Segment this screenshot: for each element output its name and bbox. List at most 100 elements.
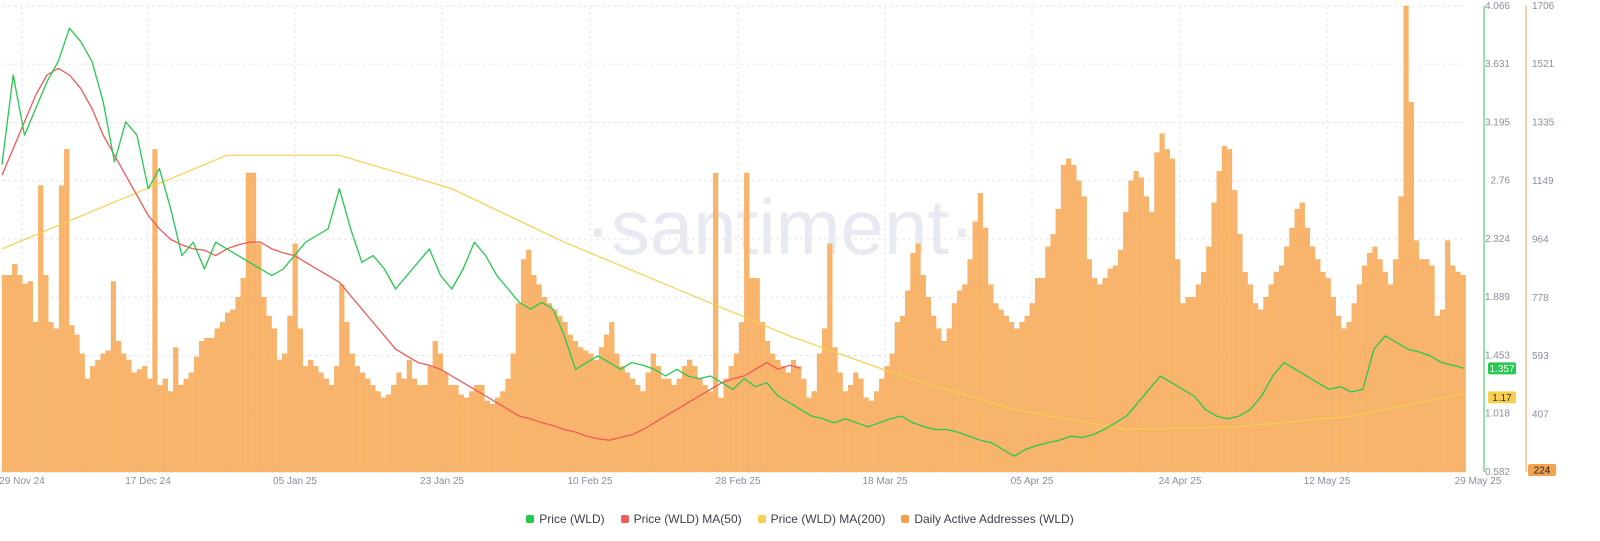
daa-bar (479, 385, 485, 473)
ma50-line (1, 67, 801, 441)
daa-bar (1164, 149, 1170, 473)
daa-bar (848, 385, 854, 473)
daa-bar (557, 315, 563, 473)
daa-bar (219, 322, 225, 473)
daa-bar (443, 372, 449, 473)
daa-bar (495, 397, 501, 473)
daa-bar (489, 403, 495, 473)
daa-bar (391, 385, 397, 473)
daa-bar (915, 243, 921, 473)
daa-bar (951, 303, 957, 473)
daa-bar (432, 341, 438, 473)
daa-bar (230, 309, 236, 473)
daa-bar (1429, 265, 1435, 473)
daa-bar (707, 391, 713, 473)
daa-bar (282, 353, 288, 473)
daa-bar (12, 264, 18, 473)
daa-bar (744, 172, 750, 473)
price-tick-label: 1.018 (1485, 409, 1510, 420)
daa-bar (775, 359, 781, 473)
daa-bar (204, 337, 210, 473)
daa-bar (474, 385, 480, 473)
price-current-bg (1488, 362, 1516, 375)
daa-bar (199, 341, 205, 473)
daa-bar (1258, 309, 1264, 473)
daa-tick-label: 1149 (1532, 176, 1554, 187)
ma200-current: 1.17 (1488, 391, 1516, 404)
daa-bar (977, 193, 983, 473)
daa-bar (588, 353, 594, 473)
daa-bar (458, 394, 464, 473)
daa-bar (1351, 303, 1357, 473)
daa-bar (33, 322, 39, 473)
daa-bar (302, 366, 309, 473)
legend-item[interactable]: Daily Active Addresses (WLD) (901, 512, 1074, 526)
daa-bar (349, 353, 355, 473)
daa-bar (1372, 246, 1378, 473)
daa-bar (386, 394, 392, 473)
daa-bar (1097, 284, 1103, 473)
daa-bar (1195, 284, 1201, 473)
daa-bar (1419, 259, 1425, 473)
daa-bar (515, 303, 521, 473)
daa-bar (240, 278, 246, 473)
daa-bar (931, 315, 937, 473)
daa-bar (422, 385, 428, 473)
daa-bar (334, 366, 340, 473)
daa-bar (1092, 278, 1098, 473)
daa-bar (1128, 180, 1134, 473)
daa-bar (360, 372, 366, 473)
daa-bar (1315, 259, 1321, 473)
daa-bar (972, 221, 978, 473)
daa-bar (318, 372, 324, 473)
daa-bar (593, 359, 599, 473)
daa-bar (427, 366, 433, 473)
daa-current-text: 224 (1534, 466, 1551, 477)
price-tick-label: 1.889 (1485, 292, 1510, 303)
daa-bar (251, 172, 257, 473)
daa-bar (1278, 265, 1285, 473)
legend-item[interactable]: Price (WLD) MA(200) (757, 512, 885, 526)
date-tick-label: 17 Dec 24 (125, 476, 171, 487)
daa-tick-label: 1335 (1532, 118, 1555, 129)
daa-bar (962, 284, 968, 473)
daa-bar (552, 309, 558, 473)
daa-bar (380, 397, 386, 473)
daa-bar (162, 378, 168, 473)
daa-bar (147, 378, 153, 473)
date-axis: 29 Nov 24 17 Dec 24 05 Jan 25 23 Jan 25 10 F… (0, 476, 1502, 487)
daa-bar (484, 400, 490, 473)
daa-bar (188, 372, 194, 473)
daa-bar (1403, 5, 1409, 473)
daa-bar (1050, 234, 1056, 473)
legend-item[interactable]: Price (WLD) MA(50) (620, 512, 742, 526)
daa-bar (157, 385, 163, 473)
daa-bar (1081, 196, 1087, 473)
daa-bar (801, 378, 807, 473)
daa-bar (739, 322, 745, 473)
daa-bar (287, 315, 293, 473)
daa-bar (770, 353, 776, 473)
daa-bar (863, 397, 869, 473)
daa-bar (583, 350, 589, 473)
daa-bar (536, 284, 542, 473)
daa-bar (604, 334, 610, 473)
daa-bar (370, 385, 376, 473)
daa-bar (811, 391, 817, 473)
daa-bar (957, 290, 963, 473)
daa-bar (1325, 278, 1331, 473)
daa-bar (1060, 164, 1067, 473)
daa-tick-label: 1706 (1532, 1, 1555, 12)
daa-current: 224 (1528, 464, 1556, 477)
daa-bar (1242, 271, 1248, 473)
legend-swatch (901, 515, 910, 523)
daa-bar (1455, 271, 1461, 473)
daa-bar (1253, 303, 1259, 473)
daa-bar (614, 353, 620, 473)
daa-bar (733, 353, 739, 473)
daa-bar (1341, 328, 1347, 473)
legend-item[interactable]: Price (WLD) (526, 512, 605, 526)
daa-bar (1112, 265, 1118, 473)
daa-bar (1408, 102, 1414, 473)
daa-bar (546, 303, 553, 473)
